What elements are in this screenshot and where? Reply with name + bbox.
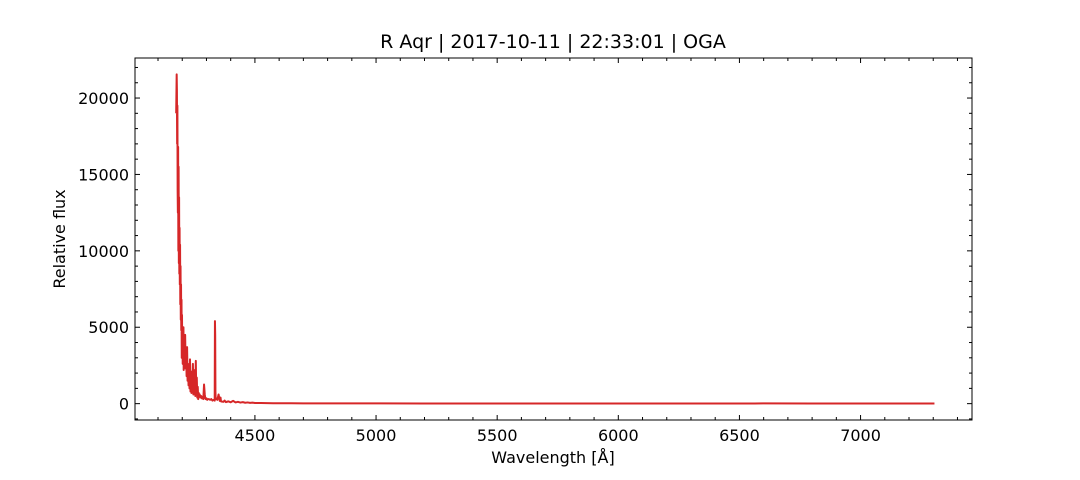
y-tick-label-1: 5000 (88, 318, 129, 337)
x-tick-label-1: 5000 (356, 426, 397, 445)
chart-title: R Aqr | 2017-10-11 | 22:33:01 | OGA (380, 31, 726, 53)
series-line-0 (175, 73, 935, 405)
y-tick-label-0: 0 (119, 395, 129, 414)
series-layer (175, 73, 935, 405)
y-tick-label-2: 10000 (78, 242, 129, 261)
y-tick-label-4: 20000 (78, 89, 129, 108)
x-tick-label-4: 6500 (719, 426, 760, 445)
x-tick-label-5: 7000 (840, 426, 881, 445)
axis-layer: 4500 5000 5500 6000 6500 7000 0 5000 10000 15000 2… (78, 58, 972, 445)
x-tick-label-2: 5500 (477, 426, 518, 445)
x-axis-label: Wavelength [Å] (491, 448, 614, 467)
plot-frame (134, 57, 973, 421)
x-tick-label-3: 6000 (598, 426, 639, 445)
x-tick-label-0: 4500 (235, 426, 276, 445)
y-tick-label-3: 15000 (78, 165, 129, 184)
y-axis-label: Relative flux (50, 189, 69, 288)
